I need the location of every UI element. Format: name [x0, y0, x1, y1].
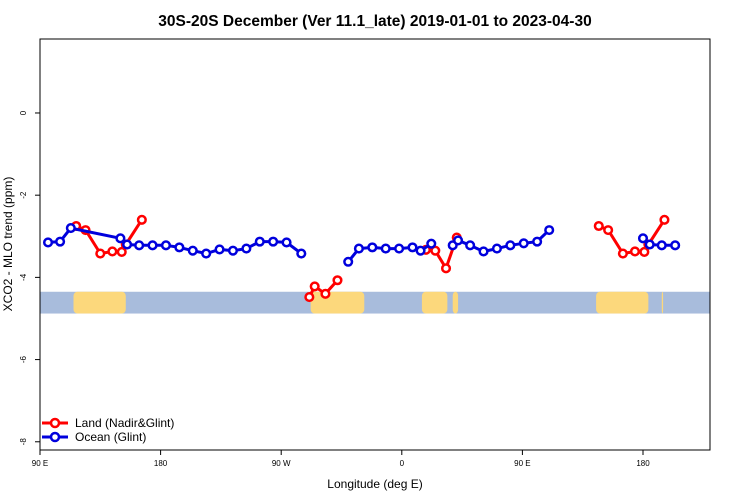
data-point — [241, 243, 252, 254]
data-point — [426, 238, 437, 249]
data-point — [505, 240, 516, 251]
data-point — [453, 235, 464, 246]
y-tick-label: -6 — [19, 355, 28, 363]
x-tick-label: 0 — [400, 459, 405, 468]
data-point — [644, 239, 655, 250]
legend-entry-ocean: Ocean (Glint) — [42, 430, 146, 444]
data-point — [343, 256, 354, 267]
data-point — [394, 243, 405, 254]
legend-land-marker — [49, 417, 61, 429]
data-point — [296, 248, 307, 259]
land-segment — [421, 291, 448, 314]
data-point — [603, 225, 614, 236]
data-point — [617, 248, 628, 259]
x-tick-label: 180 — [636, 459, 650, 468]
data-point — [478, 246, 489, 257]
y-tick-label: 0 — [19, 110, 28, 115]
legend: Land (Nadir&Glint) Ocean (Glint) — [42, 416, 174, 444]
data-point — [147, 240, 158, 251]
series-ocean — [42, 223, 681, 267]
data-point — [268, 236, 279, 247]
land-segment — [452, 291, 459, 314]
data-point — [430, 245, 441, 256]
map-band — [40, 291, 710, 314]
series-layer — [42, 214, 681, 303]
land-segment — [310, 291, 365, 314]
data-point — [214, 244, 225, 255]
data-point — [440, 263, 452, 274]
plot-frame — [39, 38, 711, 451]
ocean-band — [40, 291, 710, 314]
y-axis: 0 -2 -4 -6 -8 — [19, 110, 40, 445]
data-point — [465, 240, 476, 251]
data-point — [65, 223, 76, 234]
data-point — [160, 240, 172, 251]
data-point — [518, 238, 529, 249]
data-point — [639, 246, 650, 257]
data-point — [55, 236, 66, 247]
data-point — [254, 236, 265, 247]
data-point — [367, 242, 378, 253]
data-point — [227, 245, 239, 256]
y-tick-label: -4 — [19, 273, 28, 281]
data-point — [309, 281, 320, 292]
data-point — [320, 288, 331, 299]
land-segment — [596, 291, 649, 314]
legend-ocean-marker — [49, 431, 61, 443]
data-point — [670, 240, 681, 251]
data-point — [187, 245, 198, 256]
data-point — [629, 246, 641, 257]
y-axis-label: XCO2 - MLO trend (ppm) — [1, 177, 15, 312]
data-point — [134, 240, 145, 251]
data-point — [532, 236, 543, 247]
data-point — [116, 246, 127, 257]
data-point — [544, 225, 555, 236]
data-point — [95, 248, 106, 259]
data-point — [353, 243, 364, 254]
x-axis-label: Longitude (deg E) — [327, 477, 422, 491]
legend-entry-land: Land (Nadir&Glint) — [42, 416, 174, 430]
data-point — [304, 292, 315, 303]
series-line — [307, 279, 339, 298]
data-point — [122, 239, 133, 250]
chart-title: 30S-20S December (Ver 11.1_late) 2019-01… — [158, 13, 591, 30]
data-point — [637, 233, 649, 244]
data-point — [593, 220, 604, 232]
data-point — [659, 214, 670, 225]
x-tick-label: 180 — [154, 459, 168, 468]
data-point — [107, 246, 118, 257]
data-point — [380, 243, 391, 254]
data-point — [332, 275, 343, 286]
land-segment — [73, 291, 126, 314]
series-land — [71, 214, 670, 303]
y-tick-label: -2 — [19, 191, 28, 199]
land-segment — [661, 291, 664, 314]
data-point — [136, 214, 147, 225]
data-point — [201, 248, 212, 259]
legend-land-label: Land (Nadir&Glint) — [75, 416, 174, 430]
x-tick-label: 90 W — [272, 459, 291, 468]
y-tick-label: -8 — [19, 438, 28, 446]
data-point — [281, 237, 292, 248]
data-point — [415, 245, 426, 256]
x-axis: 90 E 180 90 W 0 90 E 180 — [32, 450, 650, 468]
data-point — [115, 233, 126, 244]
data-point — [174, 242, 185, 253]
data-point — [407, 242, 418, 253]
x-tick-label: 90 E — [514, 459, 530, 468]
x-tick-label: 90 E — [32, 459, 48, 468]
data-point — [42, 237, 54, 248]
data-point — [656, 240, 667, 251]
legend-ocean-label: Ocean (Glint) — [75, 430, 146, 444]
data-point — [491, 243, 502, 254]
